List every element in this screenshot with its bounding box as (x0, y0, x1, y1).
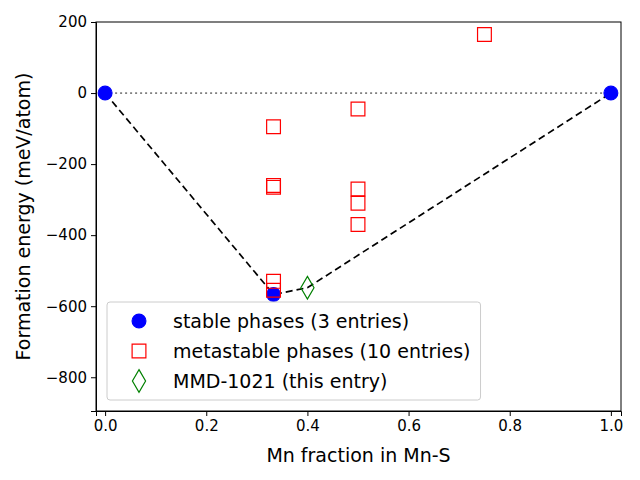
x-axis: 0.0 0.2 0.4 0.6 0.8 1.0 (94, 411, 624, 435)
y-tick-mark (91, 306, 96, 307)
y-tick-label: −200 (46, 155, 87, 173)
y-tick-label: −600 (46, 298, 87, 316)
y-tick-mark (91, 22, 96, 23)
point (301, 276, 314, 299)
point (351, 102, 365, 116)
x-tick-label: 0.8 (498, 417, 522, 435)
point (267, 288, 281, 302)
x-tick: 0.8 (498, 411, 522, 435)
x-tick-mark (105, 411, 106, 416)
point (267, 274, 281, 288)
y-tick-mark (91, 235, 96, 236)
point (351, 218, 365, 232)
legend: stable phases (3 entries) metastable phas… (107, 302, 481, 400)
point (478, 28, 492, 42)
legend-marker (132, 370, 145, 393)
y-tick: 200 (58, 13, 96, 31)
legend-marker (132, 314, 146, 328)
x-tick: 0.0 (94, 411, 118, 435)
x-tick-label: 0.6 (397, 417, 421, 435)
y-axis: −800 −600 −400 −200 0 200 (46, 13, 97, 411)
y-tick: 0 (77, 84, 96, 102)
x-tick-label: 0.4 (296, 417, 320, 435)
y-axis-line (91, 23, 97, 412)
x-tick: 0.2 (195, 411, 219, 435)
x-tick-label: 1.0 (599, 417, 623, 435)
y-tick: −600 (46, 298, 96, 316)
plot-area (98, 28, 618, 302)
x-tick-label: 0.0 (94, 417, 118, 435)
plot-frame (96, 22, 621, 411)
point (351, 182, 365, 196)
x-tick: 0.6 (397, 411, 421, 435)
point (98, 86, 112, 100)
x-tick: 0.4 (296, 411, 320, 435)
point (267, 120, 281, 134)
y-tick: −400 (46, 226, 96, 244)
y-tick-mark (91, 377, 96, 378)
legend-marker (132, 344, 146, 358)
point (267, 283, 281, 297)
chart: 0.0 0.2 0.4 0.6 0.8 1.0 −800 −600 −400 −200 0 200 Mn… (0, 0, 640, 480)
y-tick: −800 (46, 369, 96, 387)
x-axis-title: Mn fraction in Mn-S (266, 444, 450, 466)
legend-label: metastable phases (10 entries) (173, 340, 471, 362)
y-tick-label: 0 (77, 84, 87, 102)
legend-box (107, 302, 481, 400)
legend-item: metastable phases (10 entries) (132, 340, 470, 362)
y-tick-label: −800 (46, 369, 87, 387)
x-tick-mark (409, 411, 410, 416)
y-tick: −200 (46, 155, 96, 173)
legend-item: stable phases (3 entries) (132, 310, 409, 332)
y-tick-label: −400 (46, 226, 87, 244)
x-tick-mark (307, 411, 308, 416)
line (105, 92, 611, 94)
x-tick-mark (206, 411, 207, 416)
point (351, 196, 365, 210)
y-tick-mark (91, 164, 96, 165)
point (267, 180, 281, 194)
x-axis-line (97, 412, 622, 417)
y-axis-title: Formation energy (meV/atom) (12, 73, 34, 361)
y-tick-label: 200 (58, 13, 87, 31)
x-tick: 1.0 (599, 411, 623, 435)
point (604, 86, 618, 100)
x-tick-mark (611, 411, 612, 416)
legend-item: MMD-1021 (this entry) (132, 370, 387, 393)
legend-label: MMD-1021 (this entry) (173, 370, 387, 392)
x-tick-mark (510, 411, 511, 416)
legend-label: stable phases (3 entries) (173, 310, 409, 332)
line (105, 93, 611, 294)
x-tick-label: 0.2 (195, 417, 219, 435)
y-tick-mark (91, 93, 96, 94)
